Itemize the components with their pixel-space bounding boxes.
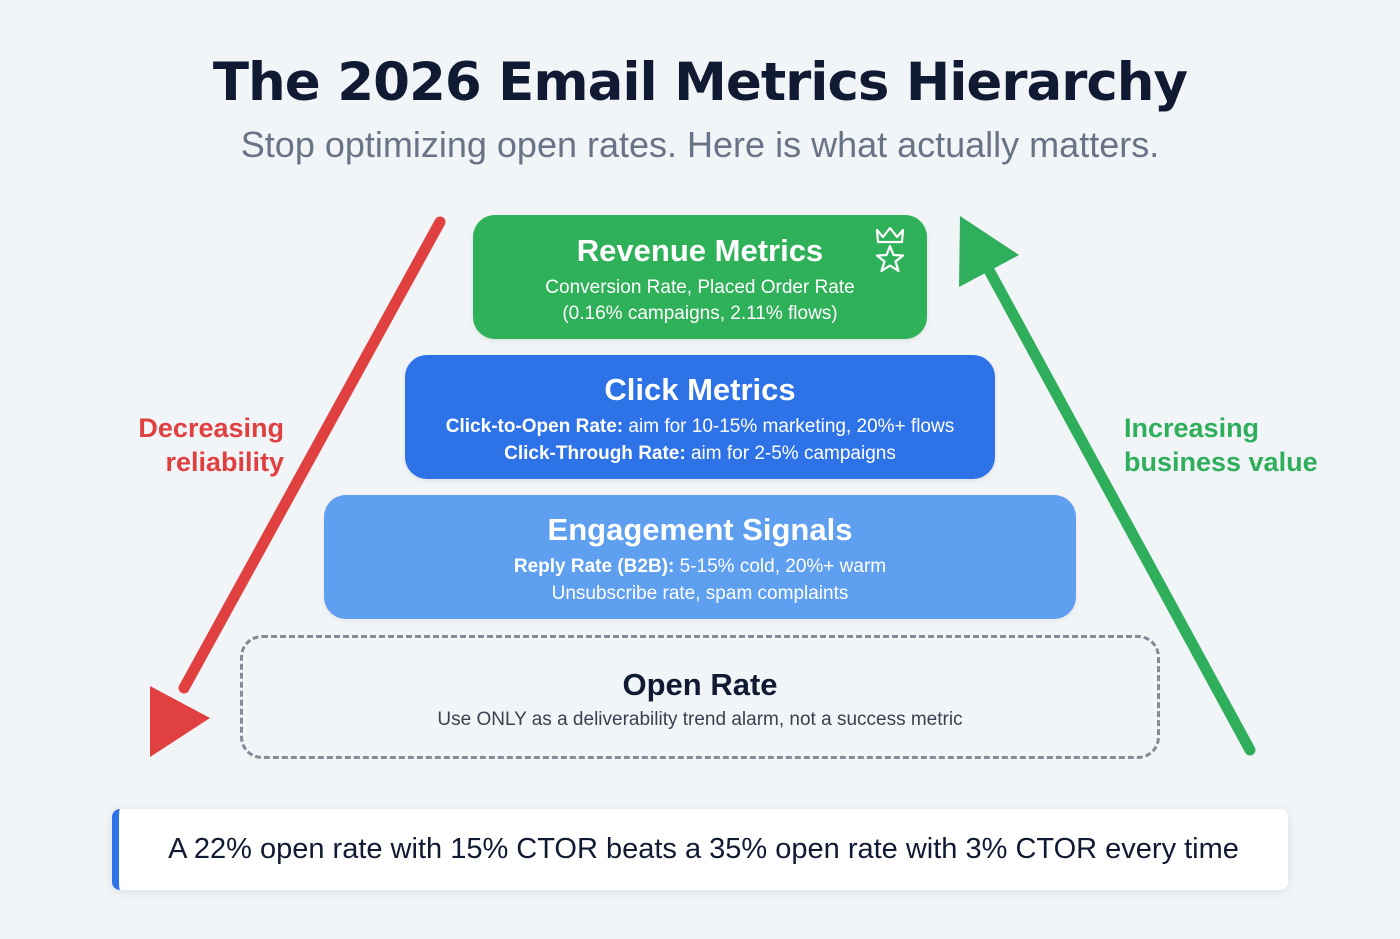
- metric-name: Click-Through Rate:: [504, 443, 686, 464]
- tier-engagement-signals: Engagement Signals Reply Rate (B2B): 5-1…: [324, 495, 1076, 619]
- tier-revenue-metrics: Revenue Metrics Conversion Rate, Placed …: [473, 215, 927, 339]
- callout-text: A 22% open rate with 15% CTOR beats a 35…: [168, 833, 1239, 865]
- metric-name: Reply Rate (B2B):: [513, 556, 675, 577]
- green-up-arrow-icon: [959, 216, 1256, 756]
- tier-detail: Click-to-Open Rate: aim for 10-15% marke…: [405, 413, 995, 440]
- tier-click-metrics: Click Metrics Click-to-Open Rate: aim fo…: [405, 355, 995, 479]
- tier-detail: Reply Rate (B2B): 5-15% cold, 20%+ warm: [324, 553, 1076, 580]
- label-line: Decreasing: [138, 413, 284, 443]
- tier-title: Engagement Signals: [547, 512, 853, 547]
- metric-target: 5-15% cold, 20%+ warm: [674, 556, 887, 577]
- tier-detail: Use ONLY as a deliverability trend alarm…: [437, 709, 963, 730]
- callout-box: A 22% open rate with 15% CTOR beats a 35…: [112, 809, 1288, 890]
- tier-title: Open Rate: [622, 667, 778, 702]
- label-line: business value: [1124, 447, 1318, 477]
- decreasing-reliability-label: Decreasing reliability: [138, 411, 284, 479]
- increasing-business-value-label: Increasing business value: [1124, 411, 1318, 479]
- tier-detail: (0.16% campaigns, 2.11% flows): [562, 303, 838, 324]
- label-line: Increasing: [1124, 413, 1260, 443]
- metric-target: aim for 10-15% marketing, 20%+ flows: [623, 416, 955, 437]
- tier-detail: Click-Through Rate: aim for 2-5% campaig…: [405, 440, 995, 467]
- tier-title: Click Metrics: [604, 372, 796, 407]
- tier-open-rate: Open Rate Use ONLY as a deliverability t…: [240, 635, 1160, 759]
- crown-star-icon: [875, 226, 905, 273]
- tier-detail: Conversion Rate, Placed Order Rate: [545, 277, 855, 298]
- tier-detail: Unsubscribe rate, spam complaints: [551, 583, 849, 604]
- metric-name: Click-to-Open Rate:: [445, 416, 624, 437]
- page-subtitle: Stop optimizing open rates. Here is what…: [240, 124, 1160, 165]
- page-title: The 2026 Email Metrics Hierarchy: [212, 52, 1188, 113]
- tier-title: Revenue Metrics: [576, 233, 824, 268]
- label-line: reliability: [165, 447, 284, 477]
- red-down-arrow-icon: [150, 216, 446, 757]
- metric-target: aim for 2-5% campaigns: [685, 443, 896, 464]
